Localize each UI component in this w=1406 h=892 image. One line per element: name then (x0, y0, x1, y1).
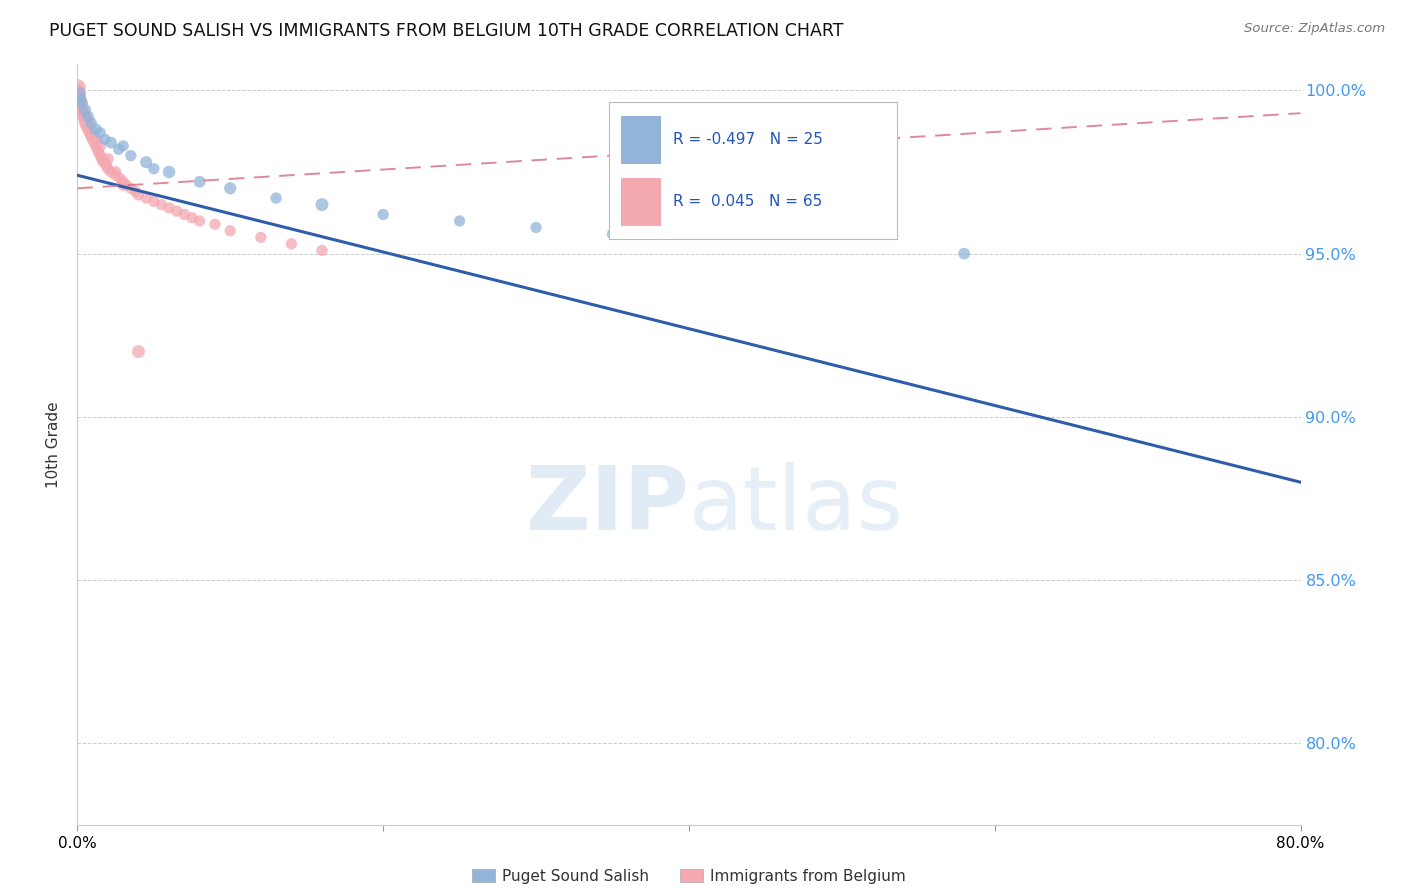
Point (120, 149, 142, 163)
Point (83, 136, 105, 150)
Point (67, 83, 90, 97)
Point (84, 122, 107, 136)
Point (73, 103, 96, 117)
Point (142, 194, 165, 209)
Point (76, 112, 98, 127)
Point (80, 129, 103, 144)
Point (264, 191, 287, 205)
Point (173, 207, 195, 221)
Point (524, 220, 547, 235)
Point (188, 175, 211, 189)
Point (108, 171, 131, 186)
Text: atlas: atlas (689, 462, 904, 549)
Point (112, 175, 135, 189)
Point (127, 187, 149, 202)
Point (73, 110, 96, 124)
Point (69, 96, 91, 111)
Point (112, 178, 135, 192)
Point (69, 100, 91, 114)
Point (219, 224, 242, 238)
Point (67, 90, 90, 104)
Point (135, 191, 157, 205)
Point (953, 246, 976, 260)
Point (77, 122, 100, 136)
Y-axis label: 10th Grade: 10th Grade (46, 401, 62, 488)
Legend: Puget Sound Salish, Immigrants from Belgium: Puget Sound Salish, Immigrants from Belg… (465, 863, 912, 889)
Point (142, 161, 165, 176)
Point (70, 103, 93, 117)
Point (157, 201, 180, 215)
Point (371, 207, 394, 221)
Point (87, 145, 110, 160)
Point (204, 217, 226, 231)
Point (120, 181, 142, 195)
Point (104, 165, 127, 179)
Point (311, 244, 333, 258)
Point (188, 214, 211, 228)
Point (89, 139, 111, 153)
Point (67, 93, 90, 107)
Point (104, 168, 127, 182)
Point (69, 93, 91, 107)
Point (84, 132, 107, 146)
Point (66, 80, 89, 95)
Point (69, 96, 91, 111)
Point (112, 139, 135, 153)
Point (79, 120, 101, 134)
Point (157, 165, 180, 179)
Point (70, 96, 93, 111)
Point (181, 211, 204, 225)
Point (115, 178, 138, 192)
Point (82, 129, 104, 144)
Point (70, 103, 93, 117)
Point (602, 227, 624, 241)
Point (311, 197, 333, 211)
Point (76, 120, 98, 134)
Text: Source: ZipAtlas.com: Source: ZipAtlas.com (1244, 22, 1385, 36)
Point (69, 93, 91, 107)
Point (82, 132, 104, 146)
Point (219, 181, 242, 195)
Point (250, 230, 273, 244)
Point (73, 116, 96, 130)
Point (94, 155, 117, 169)
Point (91, 155, 114, 169)
Point (86, 142, 108, 156)
Point (127, 344, 149, 359)
Point (124, 185, 146, 199)
Point (80, 116, 103, 130)
Point (449, 214, 471, 228)
Point (94, 132, 117, 146)
Point (72, 106, 94, 120)
Point (97, 161, 120, 176)
Point (90, 152, 112, 166)
Point (67, 87, 90, 101)
Point (96, 158, 118, 172)
Point (70, 106, 93, 120)
Point (72, 106, 94, 120)
Point (84, 139, 107, 153)
Point (82, 126, 104, 140)
Text: ZIP: ZIP (526, 462, 689, 549)
Point (89, 149, 111, 163)
Point (77, 116, 100, 130)
Point (100, 165, 122, 179)
Point (89, 126, 111, 140)
Point (77, 110, 100, 124)
Point (97, 152, 120, 166)
Point (100, 136, 122, 150)
Point (107, 142, 129, 156)
Point (67, 87, 90, 101)
Point (166, 204, 188, 219)
Text: PUGET SOUND SALISH VS IMMIGRANTS FROM BELGIUM 10TH GRADE CORRELATION CHART: PUGET SOUND SALISH VS IMMIGRANTS FROM BE… (49, 22, 844, 40)
Point (135, 155, 157, 169)
Point (150, 197, 173, 211)
Point (79, 126, 101, 140)
Point (73, 112, 96, 127)
Point (280, 236, 302, 251)
Point (72, 110, 94, 124)
